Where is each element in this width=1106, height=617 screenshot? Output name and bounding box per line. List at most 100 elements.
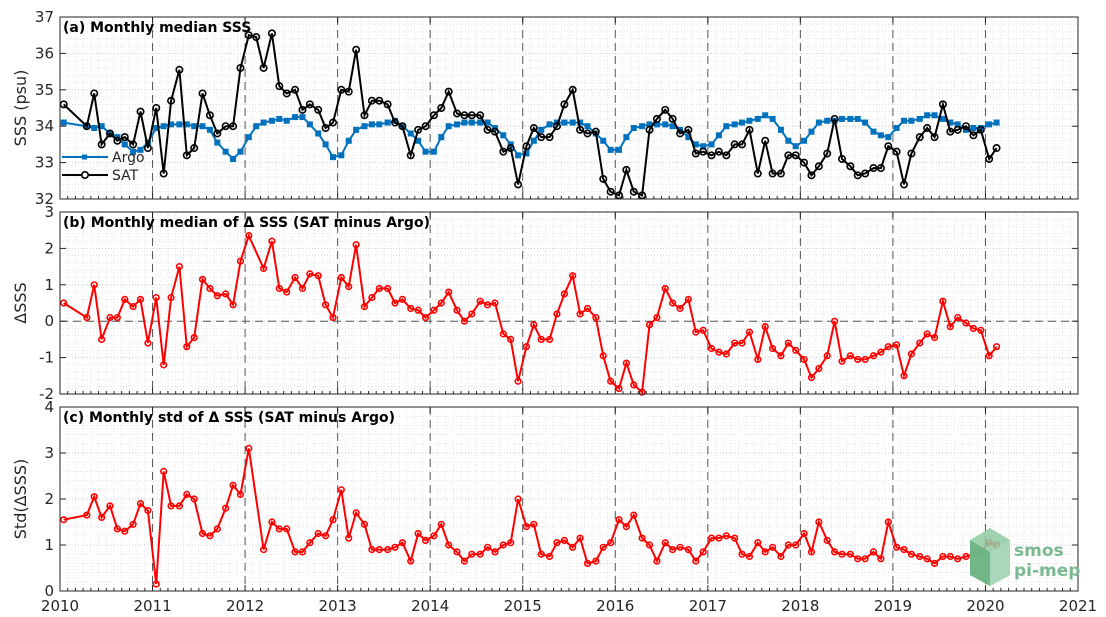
data-point [877, 348, 885, 356]
data-point [430, 532, 438, 540]
data-point [322, 532, 330, 540]
data-point [530, 137, 537, 144]
legend-marker [82, 154, 87, 160]
data-point [953, 125, 962, 134]
data-point [514, 180, 523, 189]
data-point [908, 117, 915, 124]
data-point [599, 543, 607, 551]
y-tick-label: 3 [44, 203, 54, 221]
data-point [136, 500, 145, 508]
x-tick-label: 2017 [689, 597, 727, 615]
data-point [206, 126, 213, 133]
data-point [407, 304, 415, 313]
data-point [606, 187, 615, 196]
data-point [915, 133, 924, 142]
panel-title: (a) Monthly median SSS [63, 20, 251, 36]
data-point [222, 290, 230, 298]
data-point [583, 129, 592, 138]
x-tick-label: 2016 [596, 597, 634, 615]
data-point [707, 344, 716, 353]
x-tick-label: 2011 [133, 597, 171, 615]
data-point [800, 529, 808, 538]
data-point [954, 555, 962, 563]
data-point [83, 511, 91, 519]
data-point [329, 118, 338, 127]
data-point [893, 341, 901, 349]
y-tick-label: 0 [44, 582, 54, 600]
data-point [476, 111, 485, 120]
data-point [777, 352, 785, 360]
data-point [622, 522, 630, 531]
data-point [306, 121, 313, 128]
data-point [831, 317, 839, 325]
data-point [546, 121, 553, 128]
data-point [652, 114, 661, 123]
data-point [136, 295, 145, 303]
data-point [90, 493, 98, 501]
data-point [707, 151, 716, 160]
data-point [453, 109, 462, 118]
tick-marks [59, 406, 1079, 592]
data-point [275, 284, 283, 293]
data-point [831, 548, 839, 556]
data-point [283, 288, 291, 296]
data-point [615, 384, 623, 393]
data-point [583, 304, 592, 313]
data-point [98, 335, 106, 344]
data-point [768, 543, 777, 551]
data-point [298, 105, 307, 114]
data-point [121, 295, 129, 303]
data-point [538, 126, 545, 133]
data-point [884, 343, 892, 351]
x-tick-label: 2010 [41, 597, 79, 615]
logo-text-smos: smos [1014, 541, 1064, 561]
data-point [453, 548, 461, 556]
data-point [854, 115, 861, 122]
data-point [907, 149, 916, 158]
data-point [214, 139, 221, 146]
data-point [800, 355, 808, 364]
data-point [923, 555, 931, 563]
data-point [507, 539, 515, 547]
data-point [600, 137, 607, 144]
data-point [345, 534, 353, 542]
data-point [970, 125, 977, 132]
y-tick-label: -2 [39, 385, 54, 403]
data-point [282, 89, 291, 98]
data-point [985, 352, 993, 360]
data-point [437, 520, 445, 528]
data-point [607, 146, 614, 153]
data-point [916, 552, 924, 561]
data-point [615, 516, 623, 524]
data-point [638, 388, 646, 396]
legend: Argo SAT [62, 150, 145, 184]
data-point [314, 272, 322, 280]
data-point [483, 301, 492, 309]
data-point [669, 299, 677, 307]
data-point [306, 270, 314, 278]
tick-marks [59, 211, 1079, 395]
data-point [236, 490, 245, 499]
data-point [445, 541, 453, 549]
data-point [460, 557, 469, 565]
x-tick-label: 2021 [1059, 597, 1097, 615]
data-point [260, 119, 267, 126]
data-point [213, 129, 222, 138]
tick-marks [59, 16, 1079, 200]
data-point [476, 297, 484, 305]
smos-pi-mep-logo: smos pi-mep [970, 528, 1080, 586]
data-point [321, 124, 330, 133]
data-point [807, 548, 816, 556]
data-point [368, 293, 376, 302]
data-point [245, 232, 253, 240]
data-point [893, 125, 900, 132]
data-point [901, 117, 908, 124]
data-point [630, 511, 638, 519]
data-point [259, 63, 268, 72]
data-point [305, 100, 314, 109]
data-point [537, 133, 546, 142]
data-point [738, 140, 747, 149]
data-point [545, 552, 554, 561]
data-point [715, 348, 723, 356]
data-point [561, 119, 568, 126]
